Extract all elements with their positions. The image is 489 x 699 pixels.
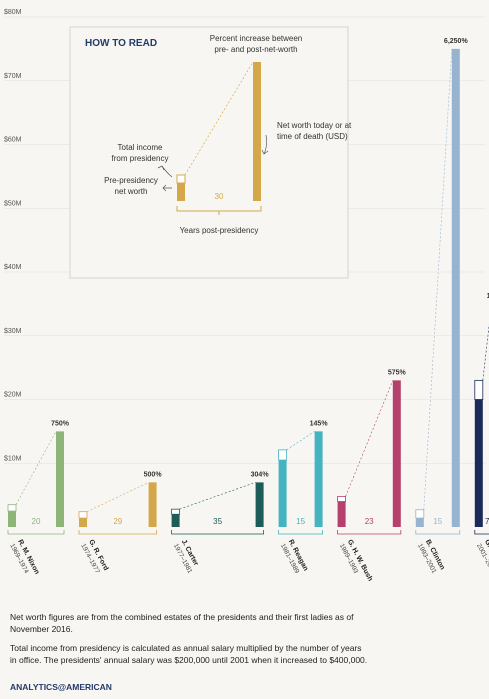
net-worth-bar xyxy=(148,482,157,527)
income-bar xyxy=(337,495,347,502)
years-label: 20 xyxy=(32,517,41,526)
note: Total income from presidency is calculat… xyxy=(10,643,362,653)
years-label: 29 xyxy=(113,517,122,526)
annotation: Net worth today or at xyxy=(277,121,352,130)
arrow xyxy=(261,134,269,155)
group-underline xyxy=(337,530,402,535)
annotation: Total income xyxy=(118,143,163,152)
net-worth-bar xyxy=(392,380,401,527)
annotation: Pre-presidency xyxy=(104,176,158,185)
note: Net worth figures are from the combined … xyxy=(10,612,354,622)
y-tick-label: $70M xyxy=(4,73,22,80)
group-underline xyxy=(7,530,65,535)
note: November 2016. xyxy=(10,624,73,634)
percent-label: 500% xyxy=(144,471,163,478)
percent-label: 145% xyxy=(310,420,329,427)
connector xyxy=(86,482,149,512)
pre-net-worth-bar xyxy=(171,514,180,527)
pre-net-worth-bar xyxy=(8,511,16,527)
pre-net-worth-bar xyxy=(474,399,483,527)
years-label: 23 xyxy=(365,517,374,526)
connector xyxy=(482,323,489,381)
percent-label: 304% xyxy=(251,471,270,478)
pre-net-worth-bar xyxy=(278,460,287,527)
pre-net-worth-bar xyxy=(79,518,87,527)
sample-years: 30 xyxy=(215,192,224,201)
pre-net-worth-bar xyxy=(337,501,346,527)
y-tick-label: $20M xyxy=(4,392,22,399)
arrow xyxy=(157,165,173,178)
y-tick-label: $30M xyxy=(4,328,22,335)
income-bar xyxy=(171,508,181,515)
years-label: 7 xyxy=(485,517,489,526)
group-underline xyxy=(78,530,157,535)
income-bar xyxy=(78,511,88,519)
annotation: pre- and post-net-worth xyxy=(214,45,297,54)
how-to-read-title: HOW TO READ xyxy=(85,38,157,49)
group-underline xyxy=(474,530,489,535)
y-tick-label: $10M xyxy=(4,455,22,462)
net-worth-bar xyxy=(314,431,323,527)
income-bar xyxy=(415,509,425,519)
group-underline xyxy=(171,530,264,535)
sample-net xyxy=(253,62,261,201)
sample-connector xyxy=(184,61,254,176)
net-worth-bar xyxy=(451,48,460,527)
net-worth-bar xyxy=(255,482,264,527)
sample-bracket xyxy=(176,206,262,215)
percent-label: 575% xyxy=(388,369,407,376)
y-tick-label: $50M xyxy=(4,200,22,207)
y-tick-label: $60M xyxy=(4,137,22,144)
sample-pre xyxy=(177,183,185,201)
arrow xyxy=(162,184,172,192)
income-bar xyxy=(278,449,288,461)
group-underline xyxy=(278,530,323,535)
connector xyxy=(286,431,315,451)
years-label: 15 xyxy=(433,517,442,526)
percent-label: 175% xyxy=(487,293,489,300)
y-tick-label: $40M xyxy=(4,264,22,271)
annotation: Years post-presidency xyxy=(180,226,259,235)
brand: ANALYTICS@AMERICAN xyxy=(10,682,112,692)
annotation: from presidency xyxy=(112,154,169,163)
note: in office. The presidents' annual salary… xyxy=(10,655,367,665)
income-bar xyxy=(474,379,484,400)
connector xyxy=(179,482,256,510)
pre-net-worth-bar xyxy=(415,518,424,527)
connector xyxy=(15,431,57,505)
annotation: Percent increase between xyxy=(210,34,303,43)
years-label: 15 xyxy=(296,517,305,526)
percent-label: 750% xyxy=(51,420,70,427)
connector xyxy=(345,380,394,497)
how-to-read-box xyxy=(69,26,349,279)
income-bar xyxy=(7,504,17,512)
annotation: net worth xyxy=(115,187,148,196)
annotation: time of death (USD) xyxy=(277,132,348,141)
connector xyxy=(423,48,453,510)
net-worth-bar xyxy=(56,431,64,527)
percent-label: 6,250% xyxy=(444,38,469,45)
group-underline xyxy=(415,530,461,535)
sample-income xyxy=(176,174,186,184)
y-tick-label: $80M xyxy=(4,9,22,16)
years-label: 35 xyxy=(213,517,222,526)
